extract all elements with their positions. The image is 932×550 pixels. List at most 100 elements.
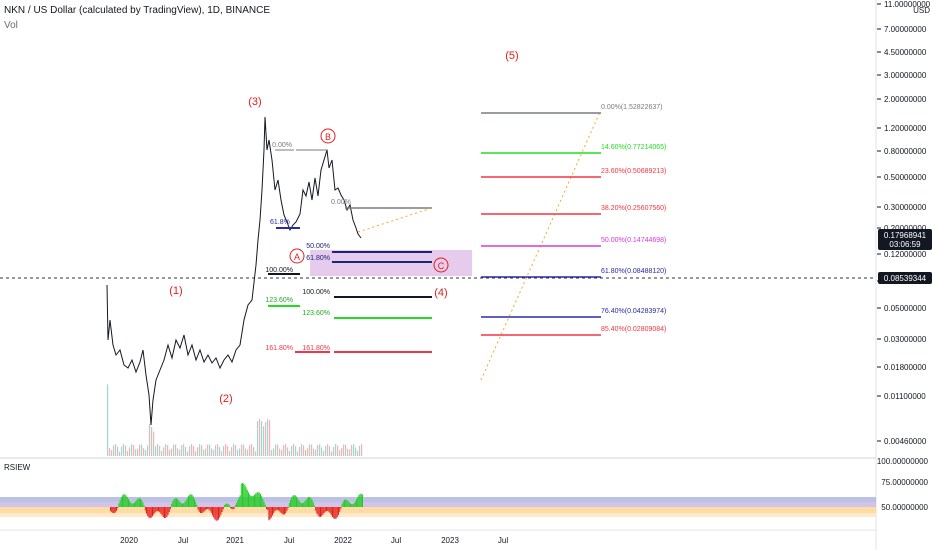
rsi-bar bbox=[332, 507, 333, 517]
rsi-bar bbox=[192, 496, 194, 507]
volume-bar bbox=[205, 448, 207, 456]
rsi-bar bbox=[260, 493, 261, 507]
rsi-bar bbox=[164, 507, 165, 518]
volume-bar bbox=[165, 444, 167, 456]
volume-bar bbox=[117, 446, 119, 456]
rsi-bar bbox=[201, 507, 203, 514]
price-line bbox=[106, 116, 362, 426]
rsi-bar bbox=[154, 507, 156, 513]
volume-bar bbox=[155, 446, 157, 456]
volume-bar bbox=[123, 444, 125, 456]
rsi-bar bbox=[243, 483, 245, 507]
rsi-bar bbox=[239, 495, 241, 507]
volume-bar bbox=[259, 419, 261, 456]
price-tick-label: 0.01800000 bbox=[884, 363, 927, 372]
rsi-bar bbox=[338, 507, 339, 515]
rsi-bar bbox=[212, 507, 213, 516]
rsi-bar bbox=[111, 507, 113, 513]
rsi-bar bbox=[333, 507, 335, 519]
rsi-bar bbox=[341, 503, 343, 507]
wave-label-1: (1) bbox=[169, 285, 182, 297]
volume-bar bbox=[231, 447, 233, 456]
rsi-bar bbox=[233, 507, 235, 509]
rsi-bar bbox=[120, 497, 122, 507]
volume-bar bbox=[257, 421, 259, 456]
volume-bar bbox=[197, 447, 199, 456]
volume-bar bbox=[275, 444, 277, 456]
rsi-bar bbox=[279, 507, 281, 512]
price-tick-label: 0.20000000 bbox=[884, 224, 927, 233]
volume-bar bbox=[313, 448, 315, 456]
volume-bar bbox=[315, 449, 317, 456]
rsi-bar bbox=[180, 503, 182, 507]
rsi-bar bbox=[213, 507, 215, 518]
rsi-bar bbox=[214, 507, 216, 520]
rsi-bar bbox=[237, 500, 239, 507]
fib-right-label: 23.60%(0.50689213) bbox=[601, 168, 666, 175]
rsi-bar bbox=[320, 507, 321, 517]
rsi-bar bbox=[194, 498, 195, 507]
volume-bar bbox=[351, 445, 353, 456]
rsi-bar bbox=[142, 502, 144, 507]
volume-bar bbox=[207, 444, 209, 456]
rsi-bar bbox=[130, 502, 132, 507]
fib-right-label: 0.00%(1.52822637) bbox=[601, 104, 663, 111]
volume-bar bbox=[227, 446, 229, 456]
rsi-bar bbox=[160, 507, 162, 514]
volume-bar bbox=[345, 444, 347, 456]
volume-bar bbox=[203, 449, 205, 456]
rsi-bar bbox=[269, 507, 271, 520]
volume-bar bbox=[187, 451, 189, 456]
rsi-bar bbox=[132, 503, 134, 507]
rsi-bar bbox=[242, 483, 243, 507]
fib-right-label: 85.40%(0.02809084) bbox=[601, 326, 666, 333]
rsi-bar bbox=[334, 507, 336, 520]
volume-label: Vol bbox=[4, 20, 18, 31]
rsi-bar bbox=[300, 502, 302, 507]
volume-bar bbox=[281, 449, 283, 456]
rsi-bar bbox=[267, 507, 269, 511]
volume-bar bbox=[175, 444, 177, 456]
volume-bar bbox=[317, 445, 319, 456]
rsi-bar bbox=[318, 507, 320, 517]
volume-bar bbox=[131, 444, 133, 456]
rsi-bar bbox=[226, 503, 228, 507]
rsi-bar bbox=[326, 507, 327, 511]
volume-bar bbox=[109, 448, 111, 456]
rsi-bar bbox=[122, 495, 123, 507]
volume-bar bbox=[139, 444, 141, 456]
volume-bar bbox=[157, 444, 159, 456]
volume-bar bbox=[233, 444, 235, 456]
volume-bar bbox=[151, 426, 153, 456]
volume-bar bbox=[289, 451, 291, 456]
rsi-bar bbox=[202, 507, 204, 513]
rsi-bar bbox=[198, 507, 200, 512]
rsi-bar bbox=[225, 503, 227, 507]
wave-label-5: (5) bbox=[505, 50, 518, 62]
volume-bar bbox=[245, 448, 247, 456]
price-tick-label: 1.20000000 bbox=[884, 124, 927, 133]
volume-bar bbox=[169, 449, 171, 456]
volume-bar bbox=[223, 446, 225, 456]
rsi-bar bbox=[114, 507, 116, 513]
time-tick-label: 2022 bbox=[334, 536, 352, 545]
rsi-bar bbox=[305, 499, 307, 507]
rsi-tick-75: 75.00000000 bbox=[881, 478, 928, 487]
rsi-bar bbox=[189, 494, 191, 507]
rsi-bar bbox=[131, 503, 133, 507]
rsi-bar bbox=[221, 507, 223, 512]
rsi-bar bbox=[270, 507, 272, 518]
fib-left-bottom-label: 100.00% bbox=[265, 267, 293, 274]
rsi-bar bbox=[230, 507, 231, 509]
rsi-bar bbox=[335, 507, 337, 519]
time-tick-label: 2021 bbox=[226, 536, 244, 545]
rsi-bar bbox=[149, 507, 151, 519]
rsi-bar bbox=[119, 500, 121, 507]
current-price-value: 0.17968941 bbox=[884, 231, 927, 240]
volume-bar bbox=[195, 451, 197, 456]
volume-bar bbox=[125, 445, 127, 456]
volume-bar bbox=[121, 446, 123, 456]
volume-bar bbox=[295, 446, 297, 456]
